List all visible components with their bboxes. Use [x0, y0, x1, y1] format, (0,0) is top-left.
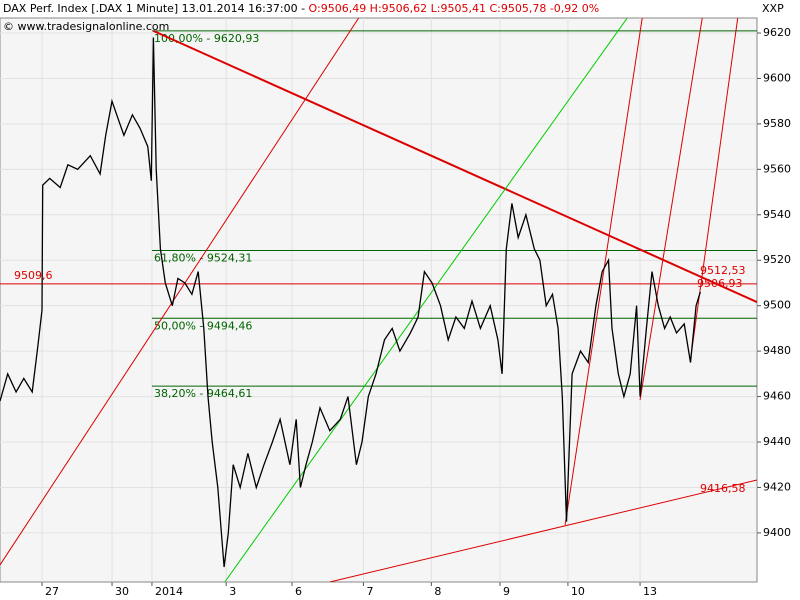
x-tick-label: 8	[434, 585, 441, 598]
trendline	[224, 18, 628, 582]
y-tick-label: 9420	[763, 480, 791, 493]
price-line	[0, 37, 701, 568]
x-tick-label: 3	[229, 585, 236, 598]
y-tick-label: 9540	[763, 208, 791, 221]
trendline	[152, 29, 757, 303]
header-title: DAX Perf. Index [.DAX 1 Minute] 13.01.20…	[3, 2, 309, 15]
y-tick-label: 9460	[763, 390, 791, 403]
trendline	[639, 18, 703, 401]
fib-label: 61,80% - 9524,31	[154, 251, 252, 264]
y-tick-label: 9580	[763, 117, 791, 130]
annotation: 9506,93	[697, 277, 743, 290]
exchange: XXP	[762, 2, 784, 15]
y-tick-label: 9440	[763, 435, 791, 448]
y-tick-label: 9500	[763, 299, 791, 312]
fib-label: 100,00% - 9620,93	[154, 32, 259, 45]
x-tick-label: 6	[295, 585, 302, 598]
y-tick-label: 9520	[763, 253, 791, 266]
fib-label: 38,20% - 9464,61	[154, 387, 252, 400]
plot-area	[0, 17, 758, 583]
header: DAX Perf. Index [.DAX 1 Minute] 13.01.20…	[3, 2, 599, 15]
trendline	[689, 18, 739, 361]
x-tick-label: 9	[503, 585, 510, 598]
y-tick-label: 9480	[763, 344, 791, 357]
x-tick-label: 13	[643, 585, 657, 598]
level-label: 9509,6	[14, 269, 53, 282]
trendline	[329, 479, 757, 582]
x-tick-label: 7	[366, 585, 373, 598]
header-ohlc: O:9506,49 H:9506,62 L:9505,41 C:9505,78 …	[309, 2, 600, 15]
x-tick-label: 2014	[155, 585, 183, 598]
x-tick-label: 10	[571, 585, 585, 598]
annotation: 9512,53	[700, 264, 746, 277]
x-tick-label: 30	[115, 585, 129, 598]
y-tick-label: 9400	[763, 526, 791, 539]
annotation: 9416,58	[700, 482, 746, 495]
trendline	[564, 18, 643, 526]
y-tick-label: 9560	[763, 162, 791, 175]
y-tick-label: 9620	[763, 26, 791, 39]
x-tick-label: 27	[45, 585, 59, 598]
copyright: © www.tradesignalonline.com	[3, 20, 169, 33]
y-tick-label: 9600	[763, 71, 791, 84]
